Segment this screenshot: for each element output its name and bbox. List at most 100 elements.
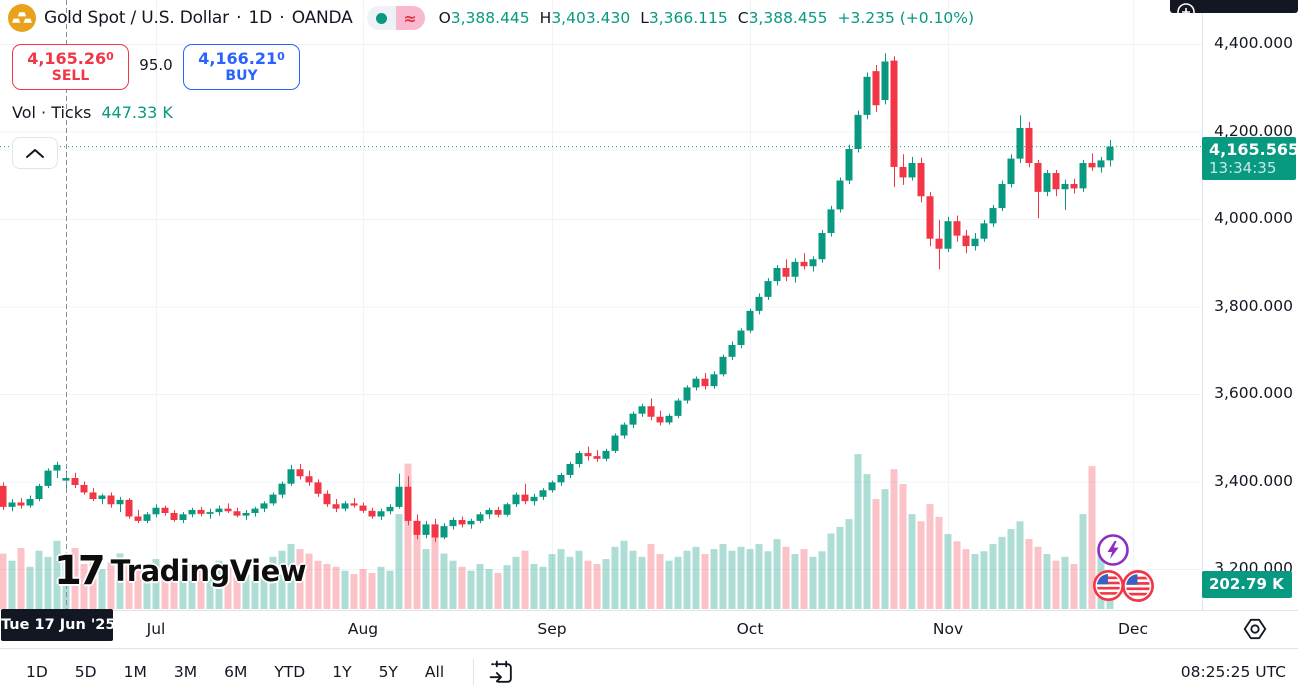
buy-button[interactable]: 4,166.210 BUY	[183, 44, 300, 90]
volume-indicator-legend: Vol · Ticks 447.33 K	[12, 103, 173, 122]
candle	[251, 508, 259, 513]
price-axis-label: 3,600.000	[1214, 384, 1293, 402]
candle	[755, 296, 763, 311]
candle	[548, 482, 556, 491]
collapse-panel-button[interactable]	[12, 137, 58, 169]
volume-bar	[557, 549, 565, 609]
high-value: 3,403.430	[551, 9, 631, 27]
volume-bar	[719, 544, 727, 609]
bottom-toolbar: 1D 5D 1M 3M 6M YTD 1Y 5Y All 08:25:25 UT…	[0, 648, 1298, 695]
range-button-1m[interactable]: 1M	[123, 663, 147, 681]
volume-bar	[242, 574, 250, 609]
volume-bar	[305, 553, 313, 609]
volume-bar	[854, 454, 862, 609]
timezone-clock[interactable]: 08:25:25 UTC	[1180, 663, 1286, 681]
volume-bar	[170, 570, 178, 609]
candle	[935, 238, 943, 249]
volume-bar	[350, 574, 358, 609]
price-axis[interactable]: 4,400.000 4,200.000 4,000.000 3,800.000 3,60…	[1202, 0, 1298, 610]
candle	[620, 424, 628, 436]
month-label: Sep	[537, 620, 567, 638]
range-button-1d[interactable]: 1D	[26, 663, 48, 681]
bar-countdown: 13:34:35	[1209, 158, 1277, 177]
volume-bar	[773, 539, 781, 609]
volume-bar	[287, 544, 295, 609]
chart-plot-area[interactable]	[0, 0, 1298, 610]
volume-bar	[539, 566, 547, 609]
volume-bar	[476, 564, 484, 609]
market-status-pill[interactable]: ≈	[366, 6, 425, 30]
volume-bar	[683, 550, 691, 609]
lightning-event-icon[interactable]	[1096, 533, 1130, 567]
candle	[458, 520, 466, 525]
candle	[305, 476, 313, 483]
candle	[962, 235, 970, 247]
candle	[1025, 128, 1033, 163]
candle	[8, 502, 16, 507]
candle	[197, 509, 205, 514]
us-flag-event-icon[interactable]	[1092, 569, 1125, 602]
candle	[971, 238, 979, 247]
candle	[926, 196, 934, 239]
range-button-5y[interactable]: 5Y	[378, 663, 398, 681]
volume-bar	[1007, 529, 1015, 609]
candle	[440, 526, 448, 538]
volume-bar	[206, 572, 214, 609]
volume-bar	[944, 534, 952, 609]
timeframe[interactable]: 1D	[248, 8, 273, 28]
volume-bar	[872, 499, 880, 609]
volume-bar	[845, 519, 853, 609]
sell-button[interactable]: 4,165.260 SELL	[12, 44, 129, 90]
candle	[863, 76, 871, 115]
candle	[872, 71, 880, 106]
volume-bar	[179, 574, 187, 609]
us-flag-event-icon[interactable]	[1121, 569, 1155, 603]
time-axis[interactable]: Tue 17 Jun '25 Jul Aug Sep Oct Nov Dec	[0, 609, 1298, 648]
volume-bar	[575, 550, 583, 609]
volume-bar	[233, 570, 241, 609]
exchange[interactable]: OANDA	[291, 8, 353, 28]
time-axis-settings-icon[interactable]	[1242, 616, 1268, 642]
candle	[809, 259, 817, 267]
open-value: 3,388.445	[450, 9, 530, 27]
candle	[674, 400, 682, 416]
candle	[395, 486, 403, 507]
range-button-6m[interactable]: 6M	[224, 663, 248, 681]
range-button-3m[interactable]: 3M	[173, 663, 198, 681]
candle	[980, 223, 988, 239]
add-alert-axis-label[interactable]	[1170, 0, 1298, 13]
range-button-5d[interactable]: 5D	[74, 663, 97, 681]
candle	[791, 261, 799, 277]
volume-bar	[44, 556, 52, 609]
volume-bar	[827, 533, 835, 609]
candle	[314, 482, 322, 494]
volume-bar	[1088, 466, 1096, 609]
range-button-1y[interactable]: 1Y	[332, 663, 352, 681]
volume-bar	[404, 463, 412, 609]
candle	[1034, 163, 1042, 192]
candle	[125, 499, 133, 517]
go-to-date-button[interactable]	[488, 659, 515, 686]
volume-bar	[989, 544, 997, 609]
volume-bar	[485, 569, 493, 609]
candle	[539, 490, 547, 497]
candle	[953, 221, 961, 236]
volume-bar	[890, 469, 898, 609]
candle	[944, 221, 952, 249]
range-button-ytd[interactable]: YTD	[274, 663, 306, 681]
candle	[503, 504, 511, 515]
range-button-all[interactable]: All	[424, 663, 445, 681]
volume-indicator-title[interactable]: Vol · Ticks	[12, 103, 92, 122]
volume-bar	[629, 550, 637, 609]
volume-indicator-value: 447.33 K	[101, 103, 173, 122]
symbol-name[interactable]: Gold Spot / U.S. Dollar	[44, 8, 229, 28]
candle	[215, 508, 223, 513]
volume-bar	[8, 560, 16, 609]
month-label: Jul	[146, 620, 166, 638]
candle	[143, 514, 151, 521]
candle	[296, 469, 304, 477]
symbol-title[interactable]: Gold Spot / U.S. Dollar · 1D · OANDA	[44, 8, 353, 28]
candle	[224, 508, 232, 512]
volume-bar	[836, 526, 844, 609]
